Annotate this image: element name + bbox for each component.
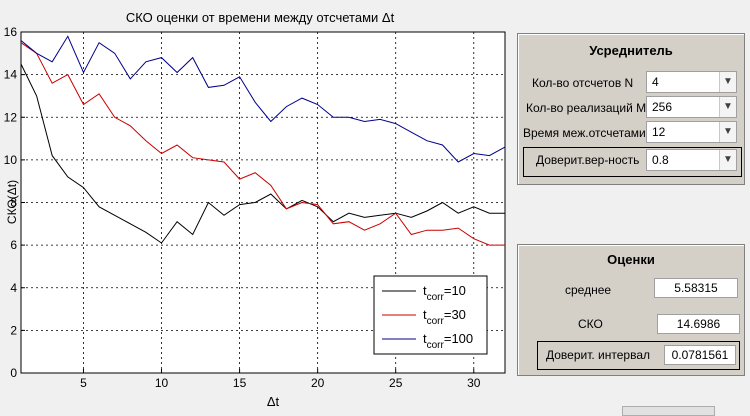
mean-output: 5.58315 <box>654 278 738 298</box>
interval-time-value: 12 <box>652 125 666 139</box>
sko-label: СКО <box>578 317 603 331</box>
realizations-value: 256 <box>652 100 673 114</box>
estimates-title: Оценки <box>607 252 655 267</box>
legend-label: tcorr=10 <box>423 283 466 303</box>
interval-box <box>537 341 740 370</box>
interval-time-select[interactable]: 12 ▼ <box>646 121 737 143</box>
y-tick-label: 2 <box>10 323 17 337</box>
series-line <box>20 35 506 163</box>
y-axis-label: СКО(Δt) <box>5 180 19 224</box>
x-tick-label: 15 <box>233 376 247 390</box>
estimates-panel: Оценки среднее 5.58315 СКО 14.6986 Довер… <box>517 244 745 376</box>
x-tick-label: 30 <box>467 376 481 390</box>
interval-time-label: Время меж.отсчетами <box>523 126 646 140</box>
y-tick-label: 10 <box>4 153 18 167</box>
legend-label: tcorr=30 <box>423 307 466 327</box>
series-line <box>20 63 505 244</box>
y-tick-label: 6 <box>10 238 17 252</box>
y-tick-label: 8 <box>10 196 17 210</box>
confidence-label: Доверит.вер-ность <box>536 153 640 167</box>
bottom-button[interactable] <box>622 406 715 416</box>
chevron-down-icon[interactable]: ▼ <box>719 97 736 117</box>
y-tick-label: 4 <box>10 281 17 295</box>
mean-label: среднее <box>565 283 612 297</box>
y-tick-label: 12 <box>4 110 18 124</box>
chart-title: СКО оценки от времени между отсчетами Δt <box>126 10 395 25</box>
chevron-down-icon[interactable]: ▼ <box>719 72 736 92</box>
chevron-down-icon[interactable]: ▼ <box>719 150 736 170</box>
samples-select[interactable]: 4 ▼ <box>646 71 737 93</box>
legend-label: tcorr=100 <box>423 331 473 351</box>
y-tick-label: 14 <box>4 68 18 82</box>
sko-output: 14.6986 <box>657 314 740 334</box>
confidence-box <box>523 147 742 177</box>
axis-ticks: 5 10 15 20 25 30 0 2 4 6 8 10 12 14 16 <box>4 25 481 390</box>
x-axis-label: Δt <box>267 394 280 409</box>
samples-value: 4 <box>652 75 659 89</box>
y-tick-label: 0 <box>10 366 17 380</box>
interval-label: Доверит. интервал <box>546 348 651 362</box>
averager-panel: Усреднитель Кол-во отсчетов N 4 ▼ Кол-во… <box>517 33 745 185</box>
chevron-down-icon[interactable]: ▼ <box>719 122 736 142</box>
realizations-label: Кол-во реализаций M <box>526 101 647 115</box>
x-tick-label: 10 <box>155 376 169 390</box>
series-lines <box>20 35 506 246</box>
confidence-value: 0.8 <box>652 153 669 167</box>
interval-output: 0.0781561 <box>664 345 736 365</box>
realizations-select[interactable]: 256 ▼ <box>646 96 737 118</box>
y-tick-label: 16 <box>4 25 18 39</box>
legend: tcorr=10 tcorr=30 tcorr=100 <box>373 275 488 355</box>
series-line <box>20 42 505 246</box>
x-tick-label: 25 <box>389 376 403 390</box>
plot-area: СКО оценки от времени между отсчетами Δt… <box>3 10 506 409</box>
grid-lines <box>21 32 505 373</box>
x-tick-label: 5 <box>80 376 87 390</box>
confidence-select[interactable]: 0.8 ▼ <box>646 149 737 171</box>
samples-label: Кол-во отсчетов N <box>532 76 634 90</box>
x-tick-label: 20 <box>311 376 325 390</box>
averager-title: Усреднитель <box>589 43 673 58</box>
